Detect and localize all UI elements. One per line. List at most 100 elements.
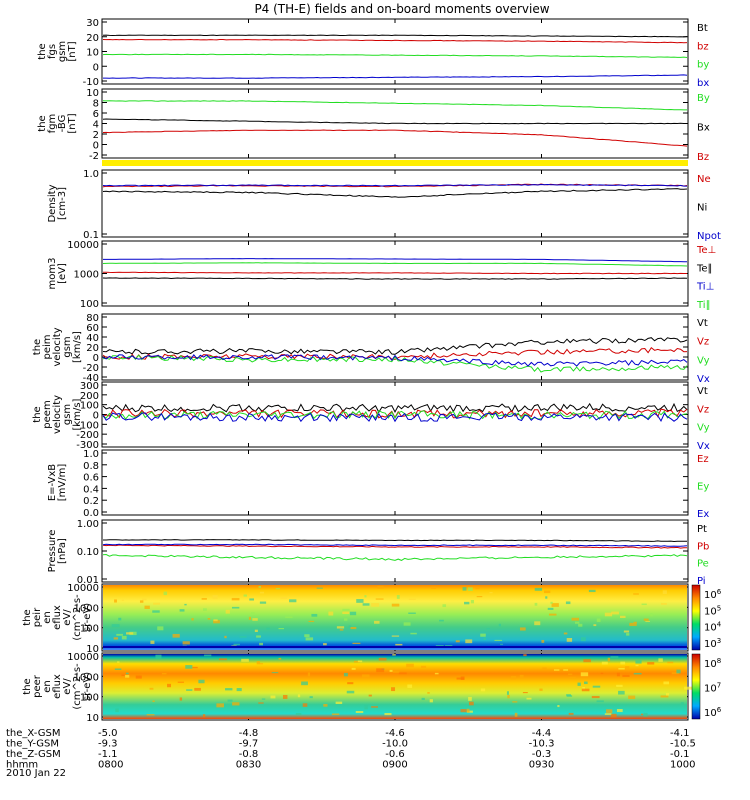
y-axis-label: Density — [47, 184, 58, 222]
legend-label: Bz — [697, 152, 709, 163]
spectrogram-cell — [161, 673, 167, 675]
spectrogram-cell — [356, 599, 364, 603]
spectrogram-cell — [118, 617, 122, 621]
colorbar-tick-label: 106 — [704, 706, 722, 719]
y-axis-label: mom3 — [47, 258, 58, 290]
y-axis-label: fgs — [47, 44, 58, 59]
y-tick-label: 10000 — [67, 652, 99, 663]
spectrogram-cell — [623, 630, 630, 633]
spectrogram-cell — [203, 608, 207, 611]
legend-label: Ti⊥ — [696, 282, 714, 293]
spectrogram-cell — [522, 691, 528, 694]
ephemeris-value: -0.6 — [385, 749, 405, 760]
legend-label: Te⊥ — [696, 245, 716, 256]
spectrogram-cell — [261, 698, 266, 700]
y-axis-label: gsm — [62, 336, 73, 357]
spectrogram — [103, 585, 687, 650]
spectrogram-cell — [406, 663, 414, 668]
spectrogram-cell — [647, 662, 655, 665]
spectrogram-cell — [149, 687, 154, 690]
spectrogram-cell — [519, 674, 524, 679]
spectrogram-cell — [620, 615, 626, 619]
legend-label: bx — [697, 78, 709, 89]
panel-frame — [101, 18, 689, 85]
spectrogram-cell — [494, 639, 503, 641]
spectrogram-cell — [150, 640, 155, 644]
spectrogram-cell — [500, 643, 504, 645]
series-line-Bx — [102, 118, 687, 125]
spectrogram-cell — [328, 611, 334, 616]
spectrogram-cell — [434, 672, 439, 675]
ephemeris-value: -9.7 — [239, 739, 259, 750]
y-tick-label: 10 — [86, 88, 99, 99]
spectrogram-cell — [146, 714, 155, 716]
y-tick-label: 2 — [93, 130, 99, 141]
spectrogram-cell — [259, 591, 265, 594]
spectrogram-cell — [216, 703, 224, 708]
legend-label: Ne — [697, 174, 711, 185]
spectrogram-cell — [114, 668, 122, 670]
y-axis-label: [eV] — [57, 263, 68, 284]
spectrogram-cell — [465, 639, 473, 644]
spectrogram-cell — [663, 681, 670, 685]
spectrogram-cell — [353, 660, 360, 663]
spectrogram-cell — [348, 625, 352, 628]
spectrogram-cell — [583, 659, 591, 663]
y-axis-label: the — [32, 339, 43, 355]
spectrogram-cell — [116, 633, 123, 636]
spectrogram-cell — [580, 637, 586, 642]
y-axis-label: [km/s] — [72, 331, 83, 363]
spectrogram-cell — [342, 611, 350, 614]
spectrogram-cell — [534, 621, 541, 626]
spectrogram-cell — [121, 674, 125, 677]
spectrogram-cell — [626, 633, 630, 636]
legend-label: Bt — [697, 23, 708, 34]
spectrogram-cell — [498, 623, 501, 627]
colorbar — [691, 584, 701, 651]
series-line-Bt — [102, 34, 688, 38]
y-axis-label: velocity — [52, 395, 63, 434]
spectrogram-cell — [571, 617, 580, 621]
spectrogram-cell — [435, 645, 444, 647]
spectrogram-cell — [231, 606, 240, 609]
ephemeris-value: -4.8 — [239, 728, 259, 739]
y-axis-label: fgm — [47, 114, 58, 134]
spectrogram-cell — [427, 692, 430, 694]
spectrogram-cell — [213, 619, 218, 622]
y-tick-label: 10000 — [67, 240, 99, 251]
legend-label: Pi — [697, 576, 706, 587]
spectrogram-cell — [439, 619, 444, 622]
ephemeris-value: -0.1 — [670, 749, 690, 760]
legend-label: Vz — [697, 337, 709, 348]
y-axis-label: the — [37, 43, 48, 59]
spectrogram-cell — [480, 633, 486, 637]
spectrogram-cell — [163, 591, 168, 596]
spectrogram-cell — [610, 713, 617, 718]
y-tick-label: 10000 — [67, 583, 99, 594]
spectrogram-cell — [658, 658, 663, 662]
spectrogram-cell — [375, 598, 384, 600]
panel-frame — [101, 449, 689, 516]
legend-label: Vx — [697, 374, 710, 385]
y-tick-label: 100 — [80, 299, 99, 310]
spectrogram-cell — [410, 632, 417, 635]
colorbar-tick-label: 106 — [704, 588, 722, 601]
spectrogram-cell — [523, 654, 527, 657]
spectrogram-cell — [357, 660, 363, 663]
y-axis-label: [nT] — [67, 41, 78, 61]
spectrogram-cell — [628, 695, 636, 700]
spectrogram-cell — [475, 587, 480, 590]
spectrogram-cell — [601, 661, 608, 665]
spectrogram-cell — [514, 712, 518, 717]
spectrogram-cell — [661, 602, 667, 605]
spectrogram-cell — [377, 585, 384, 589]
y-tick-label: 60 — [86, 323, 99, 334]
spectrogram-cell — [468, 696, 472, 701]
y-tick-label: 0.01 — [77, 575, 99, 586]
spectrogram-cell — [368, 694, 372, 697]
legend-label: Pt — [697, 524, 707, 535]
spectrogram-cell — [225, 609, 230, 614]
colorbar-tick-label: 107 — [704, 682, 721, 695]
spectrogram-cell — [548, 613, 557, 616]
